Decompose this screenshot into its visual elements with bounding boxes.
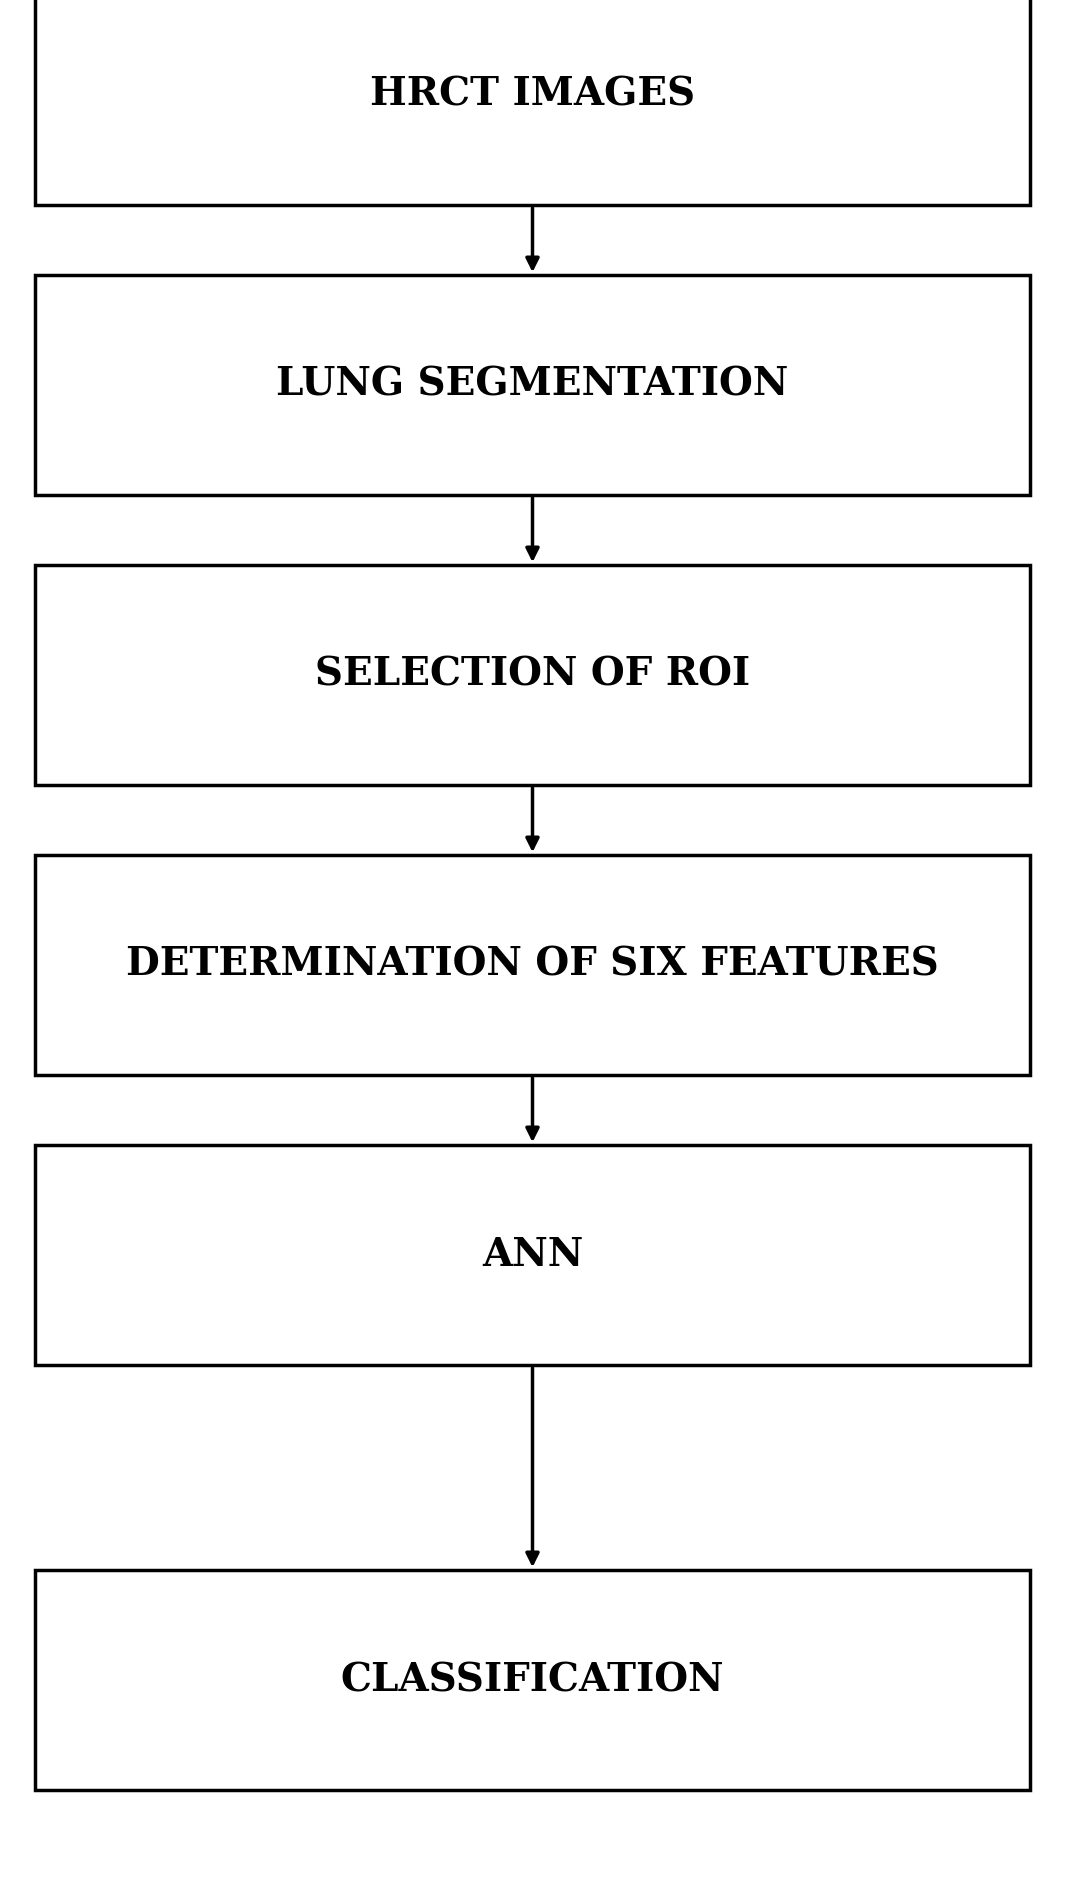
- Bar: [35, 274, 1030, 495]
- Bar: [35, 565, 1030, 784]
- Bar: [35, 1571, 1030, 1790]
- Text: LUNG SEGMENTATION: LUNG SEGMENTATION: [277, 366, 788, 404]
- Text: ANN: ANN: [481, 1236, 584, 1274]
- Text: SELECTION OF ROI: SELECTION OF ROI: [315, 657, 750, 693]
- Text: CLASSIFICATION: CLASSIFICATION: [341, 1660, 724, 1698]
- Text: HRCT IMAGES: HRCT IMAGES: [370, 76, 695, 114]
- Bar: [35, 0, 1030, 206]
- Text: DETERMINATION OF SIX FEATURES: DETERMINATION OF SIX FEATURES: [126, 946, 939, 984]
- Bar: [35, 855, 1030, 1076]
- Bar: [35, 1144, 1030, 1365]
